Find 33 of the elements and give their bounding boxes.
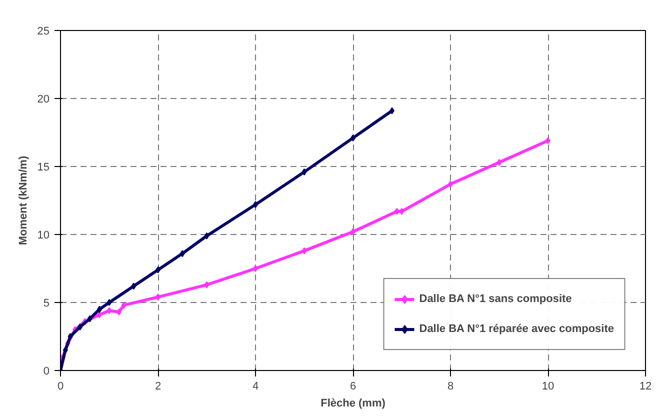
x-tick-label: 8 [447,380,454,392]
y-tick-label: 15 [37,162,50,174]
y-tick-label: 25 [37,26,50,38]
x-tick-label: 10 [542,380,554,392]
point [204,281,210,288]
point [106,299,112,306]
y-axis-title: Moment (kNm/m) [17,156,30,246]
point [302,168,307,176]
point [121,302,126,309]
x-axis-title: Flèche (mm) [320,398,386,410]
point [204,232,210,240]
point [394,208,400,215]
x-tick-label: 4 [252,380,259,392]
legend-label: Dalle BA N°1 sans composite [419,293,572,305]
x-tick-label: 12 [639,380,652,392]
y-tick-label: 20 [37,94,50,106]
point [131,282,136,290]
x-tick-label: 2 [154,380,162,392]
x-tick-label: 6 [350,380,356,392]
point [62,346,68,354]
y-tick-label: 10 [37,230,50,242]
point [253,265,258,272]
point [302,247,307,254]
y-tick-label: 0 [43,366,50,378]
point [106,307,112,314]
point [68,333,73,340]
point [180,250,185,258]
point [399,208,404,215]
y-tick-label: 5 [43,298,50,310]
point [496,158,502,166]
x-tick-label: 0 [57,380,64,392]
point [87,315,92,322]
legend-label: Dalle BA N°1 réparée avec composite [419,323,614,335]
